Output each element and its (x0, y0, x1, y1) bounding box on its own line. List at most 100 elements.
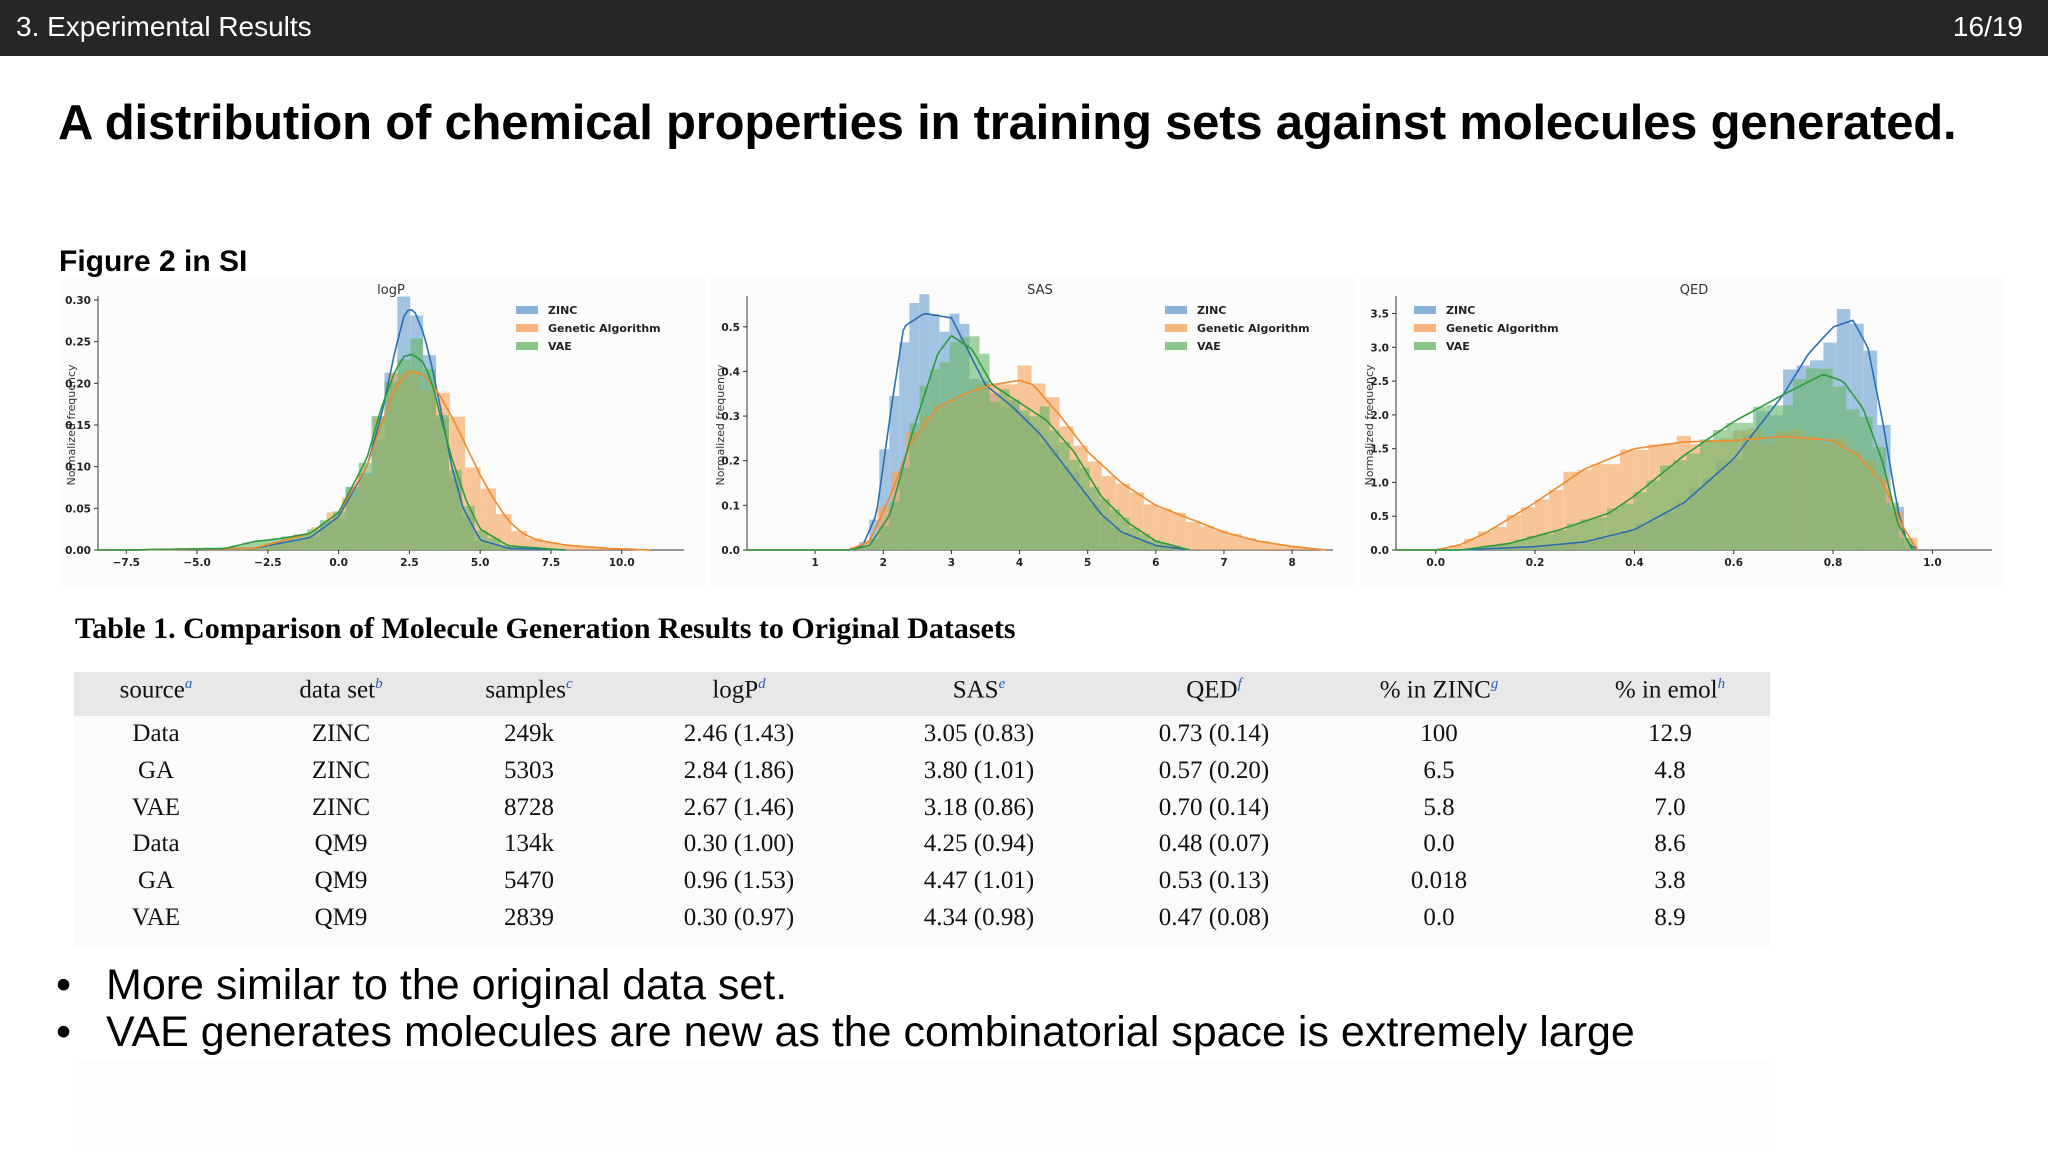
histogram-bar (1171, 512, 1186, 550)
histogram-bar (1606, 508, 1621, 550)
legend-label: Genetic Algorithm (1446, 322, 1559, 335)
table-cell: 0.0 (1423, 904, 1455, 931)
table-cell: 0.0 (1423, 830, 1455, 858)
x-tick-label: 0.8 (1824, 557, 1843, 569)
legend-label: VAE (548, 340, 572, 353)
histogram-bar (384, 381, 398, 550)
y-tick-label: 0.0 (721, 545, 740, 557)
histogram-bar (1049, 430, 1060, 550)
table-cell: 7.0 (1654, 793, 1686, 821)
histogram-bar (1099, 499, 1110, 550)
y-tick-label: 3.5 (1370, 309, 1389, 321)
table-cell: 12.9 (1648, 720, 1692, 747)
histogram-bar (526, 538, 543, 550)
table-cell: GA (137, 756, 175, 784)
table-cell: 0.96 (1.53) (683, 867, 795, 895)
x-tick-label: 3 (948, 557, 955, 569)
comparison-table: sourcea data setb samplesc logPd SASe QEDf % i… (74, 672, 1770, 947)
histogram-bar (1109, 509, 1120, 550)
y-tick-label: 0.15 (65, 420, 91, 432)
histogram-bar (1872, 447, 1886, 550)
table-cell: QM9 (314, 904, 368, 931)
page-number: 16/19 (1952, 11, 2023, 42)
legend-label: VAE (1446, 340, 1470, 353)
histogram-bar (557, 545, 574, 550)
x-tick-label: 5.0 (471, 557, 490, 569)
histogram-bar (358, 462, 372, 550)
table-cell: 100 (1420, 720, 1458, 747)
y-tick-label: 2.0 (1370, 410, 1389, 422)
table-cell: ZINC (311, 793, 371, 821)
table-header-cell: % in ZINCg (1379, 676, 1499, 704)
slide-header-bar: 3. Experimental Results 16/19 (0, 0, 2048, 56)
y-tick-label: 0.20 (65, 378, 91, 390)
table-cell: 3.05 (0.83) (923, 720, 1035, 747)
histogram-bar (1227, 533, 1243, 550)
chart-title: QED (1680, 283, 1708, 298)
footnote-marker: e (998, 676, 1006, 692)
y-tick-label: 2.5 (1370, 376, 1389, 388)
histogram-bar (255, 540, 269, 550)
histogram-bar (1157, 508, 1172, 550)
bullet-item: • VAE generates molecules are new as the… (56, 1009, 1635, 1056)
x-tick-label: −2.5 (254, 557, 281, 569)
histogram-bar (1464, 538, 1479, 550)
histogram-bar (1270, 544, 1285, 550)
table-cell: 3.80 (1.01) (923, 756, 1035, 784)
table-title: Table 1. Comparison of Molecule Generati… (75, 612, 1016, 645)
histogram-bar (899, 342, 910, 550)
table-cell: Data (132, 830, 180, 858)
table-cell: 8.9 (1654, 904, 1686, 931)
table-cell: 2839 (504, 904, 554, 931)
footnote-marker: h (1717, 676, 1726, 692)
figure-caption: Figure 2 in SI (59, 245, 248, 278)
kde-line-genetic-algorithm (747, 379, 1327, 551)
footnote-marker: g (1490, 676, 1499, 692)
histogram-bar (1686, 453, 1700, 550)
histogram-bar (1069, 459, 1080, 550)
histogram-bar (332, 511, 346, 550)
bullet-marker: • (56, 961, 72, 1009)
histogram-bar (899, 467, 910, 550)
histogram-bar (1553, 530, 1567, 550)
y-tick-label: 0.2 (721, 456, 740, 468)
footnote-marker: f (1237, 676, 1242, 692)
table-cell: 4.47 (1.01) (923, 867, 1035, 895)
bullet-text: VAE generates molecules are new as the c… (106, 1008, 1635, 1056)
table-cell: QM9 (314, 830, 368, 858)
x-tick-label: −7.5 (113, 557, 140, 569)
table-header-cell: data setb (299, 676, 383, 704)
y-tick-label: 0.3 (721, 411, 740, 423)
y-tick-label: 1.5 (1370, 444, 1389, 456)
table-cell: VAE (131, 904, 181, 931)
table-cell: 5.8 (1423, 793, 1455, 821)
histogram-bar (949, 342, 960, 550)
table-cell: 134k (504, 830, 554, 858)
table-cell: 4.25 (0.94) (923, 830, 1035, 858)
histogram-bar (1699, 439, 1714, 550)
histogram-bar (1059, 442, 1070, 550)
table-cell: 0.57 (0.20) (1158, 756, 1270, 784)
x-tick-label: 2.5 (400, 557, 419, 569)
y-tick-label: 0.05 (65, 503, 91, 515)
histogram-bar (1713, 430, 1727, 550)
table-cell: 249k (504, 720, 554, 747)
histogram-bar (1726, 423, 1740, 550)
legend-swatch (1414, 342, 1436, 350)
table-header-row (74, 672, 1770, 716)
table-header-cell: sourcea (119, 676, 193, 704)
y-tick-label: 0.0 (1370, 545, 1389, 557)
histogram-bar (1199, 526, 1214, 550)
table-header-cell: logPd (712, 676, 766, 704)
histogram-bar (345, 487, 359, 550)
table-cell: 0.53 (0.13) (1158, 867, 1270, 895)
histogram-bar (436, 415, 449, 550)
histogram-vae (126, 338, 566, 550)
chart-title: SAS (1027, 283, 1053, 298)
kde-line-zinc (747, 312, 1191, 551)
x-tick-label: 8 (1288, 557, 1295, 569)
histogram-bar (859, 547, 870, 550)
legend-swatch (516, 306, 538, 314)
table-cell: 2.46 (1.43) (683, 720, 795, 747)
table-cell: 3.8 (1654, 867, 1686, 895)
